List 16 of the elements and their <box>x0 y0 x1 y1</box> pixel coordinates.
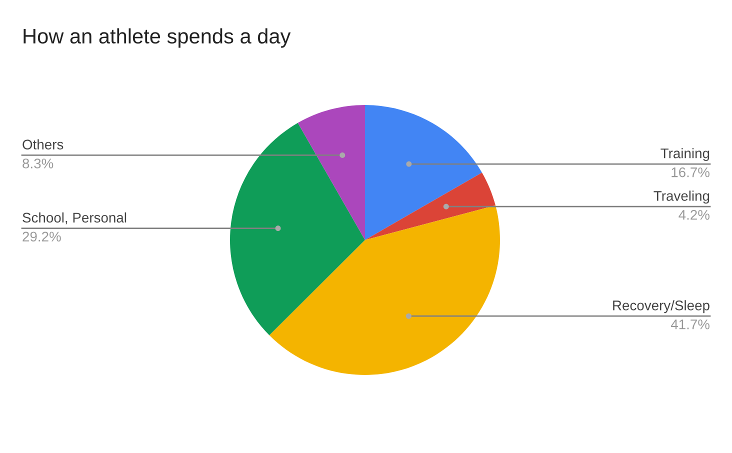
data-label: 29.2% <box>22 232 61 242</box>
data-label: 16.7% <box>672 167 710 178</box>
data-label: 8.3% <box>22 158 54 168</box>
slice-label: Traveling <box>654 190 710 204</box>
slice-label: School, Personal <box>22 212 126 224</box>
chart-title: How an athlete spends a day <box>24 28 291 48</box>
data-label: 4.2% <box>678 210 710 220</box>
data-label: 41.7% <box>670 320 710 330</box>
pie-slice <box>365 105 482 240</box>
slice-label: Recovery/Sleep <box>613 300 710 314</box>
pie-slice <box>365 172 496 240</box>
slice-label: Others <box>22 139 64 150</box>
slice-label: Training <box>660 148 710 162</box>
pie-slice <box>269 205 500 375</box>
pie-slice <box>298 105 365 240</box>
pie-slice <box>230 122 365 336</box>
